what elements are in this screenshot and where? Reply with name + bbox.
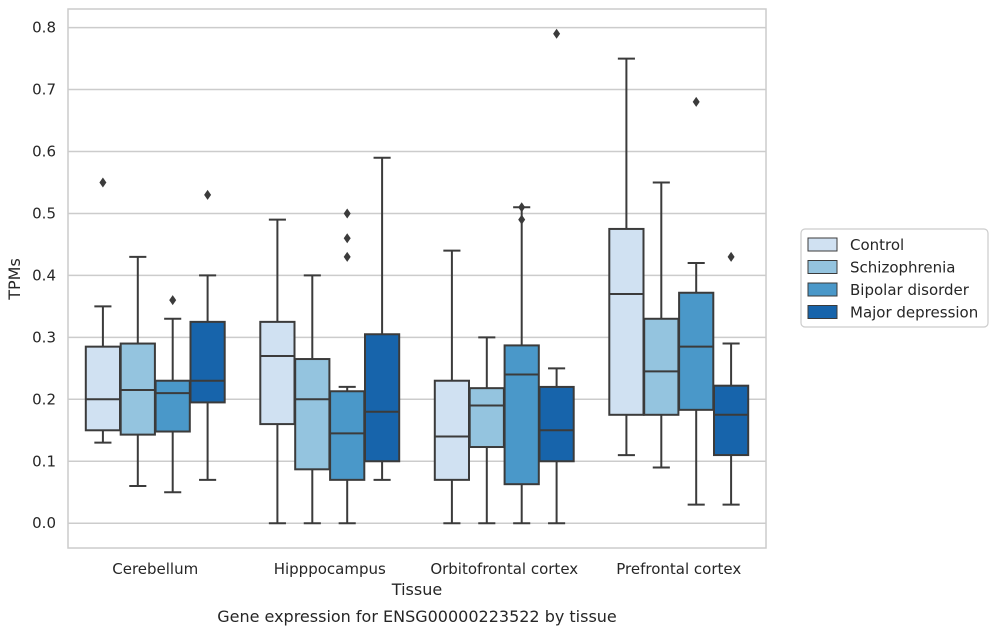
iqr-box bbox=[294, 358, 331, 471]
legend-frame bbox=[800, 228, 989, 328]
outlier-point bbox=[692, 96, 700, 107]
legend-label: Major depression bbox=[850, 304, 978, 322]
y-tick-label: 0.0 bbox=[32, 514, 56, 532]
box-bipolar-disorder bbox=[678, 96, 715, 506]
y-tick-label: 0.5 bbox=[32, 204, 56, 222]
y-tick-label: 0.4 bbox=[32, 266, 56, 284]
x-tick-label: Orbitofrontal cortex bbox=[430, 560, 578, 578]
y-tick-label: 0.2 bbox=[32, 390, 56, 408]
iqr-box bbox=[643, 317, 680, 416]
box-bipolar-disorder bbox=[503, 202, 540, 525]
iqr-box bbox=[259, 320, 296, 426]
box-major-depression bbox=[712, 251, 750, 506]
legend-label: Control bbox=[850, 236, 904, 254]
outlier-point bbox=[518, 214, 526, 225]
outlier-point bbox=[553, 28, 561, 39]
legend-label: Schizophrenia bbox=[850, 259, 955, 277]
boxes bbox=[84, 28, 750, 525]
outlier-point bbox=[169, 295, 177, 306]
y-tick-label: 0.8 bbox=[32, 19, 56, 37]
outlier-point bbox=[727, 251, 735, 262]
iqr-box bbox=[363, 333, 401, 463]
outlier-point bbox=[343, 251, 351, 262]
legend-swatch bbox=[807, 305, 838, 319]
iqr-box bbox=[608, 227, 645, 416]
y-axis-label: TPMs bbox=[5, 258, 24, 301]
outlier-point bbox=[204, 189, 212, 200]
legend: Control Schizophrenia Bipolar disorder Majo… bbox=[800, 228, 989, 328]
chart-caption: Gene expression for ENSG00000223522 by t… bbox=[217, 607, 617, 626]
box-control bbox=[84, 177, 122, 444]
box-schizophrenia bbox=[294, 274, 331, 525]
box-bipolar-disorder bbox=[154, 295, 191, 494]
iqr-box bbox=[712, 384, 750, 457]
box-major-depression bbox=[538, 28, 575, 525]
outlier-point bbox=[518, 202, 526, 213]
box-control bbox=[259, 218, 296, 525]
legend-label: Bipolar disorder bbox=[850, 281, 970, 299]
plot-frame bbox=[67, 8, 767, 549]
iqr-box bbox=[538, 385, 575, 463]
iqr-box bbox=[433, 379, 471, 481]
outlier-point bbox=[99, 177, 107, 188]
legend-swatch bbox=[807, 260, 838, 274]
x-tick-label: Cerebellum bbox=[112, 560, 198, 578]
legend-swatch bbox=[807, 237, 838, 252]
iqr-box bbox=[84, 345, 122, 432]
box-schizophrenia bbox=[643, 181, 680, 469]
outlier-point bbox=[343, 208, 351, 219]
y-tick-label: 0.6 bbox=[32, 142, 56, 160]
box-major-depression bbox=[189, 189, 226, 481]
box-control bbox=[433, 249, 471, 525]
x-tick-labels: Cerebellum Hipppocampus Orbitofrontal cort… bbox=[112, 560, 741, 578]
x-tick-label: Prefrontal cortex bbox=[616, 560, 741, 578]
box-schizophrenia bbox=[468, 336, 505, 525]
iqr-box bbox=[189, 320, 226, 404]
y-tick-label: 0.7 bbox=[32, 81, 56, 99]
box-bipolar-disorder bbox=[329, 208, 366, 525]
iqr-box bbox=[329, 390, 366, 481]
legend-swatch bbox=[807, 282, 838, 297]
outlier-point bbox=[343, 233, 351, 244]
box-control bbox=[608, 57, 645, 457]
x-tick-label: Hipppocampus bbox=[274, 560, 386, 578]
iqr-box bbox=[154, 379, 191, 433]
iqr-box bbox=[503, 344, 540, 486]
iqr-box bbox=[678, 291, 715, 411]
box-schizophrenia bbox=[119, 255, 156, 488]
x-axis-label: Tissue bbox=[391, 580, 442, 599]
iqr-box bbox=[468, 387, 505, 449]
box-major-depression bbox=[363, 156, 401, 481]
y-tick-label: 0.3 bbox=[32, 328, 56, 346]
y-tick-labels: 0.0 0.1 0.2 0.3 0.4 0.5 0.6 0.7 0.8 bbox=[32, 19, 56, 533]
y-tick-label: 0.1 bbox=[32, 452, 56, 470]
